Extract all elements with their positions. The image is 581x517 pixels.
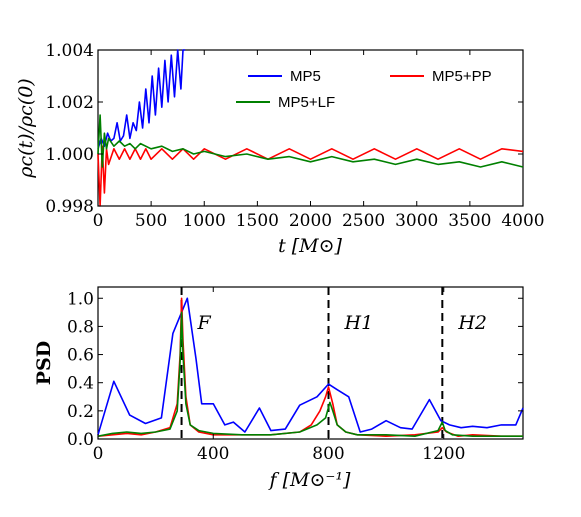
top-series-mp5-pp: [97, 145, 524, 207]
top-x-tick-label: 1500: [236, 211, 279, 231]
bottom-y-tick-label: 0.6: [67, 346, 94, 366]
top-y-axis-label: ρc(t)/ρc(0): [15, 78, 37, 178]
bottom-y-axis-label: PSD: [33, 341, 55, 386]
top-y-tick-label: 0.998: [45, 197, 94, 217]
bottom-series-mp5-lf: [97, 311, 523, 437]
bottom-x-tick-label: 1200: [422, 444, 465, 464]
legend-label-mp5-pp: MP5+PP: [432, 68, 492, 85]
legend-label-mp5-lf: MP5+LF: [278, 94, 335, 111]
top-y-tick-label: 1.004: [45, 41, 94, 61]
top-panel: 0 500 1000 1500 2000 2500 3000 3500 4000 0.998 1.…: [15, 41, 545, 257]
top-y-tick-label: 1.002: [45, 93, 94, 113]
bottom-series-mp5-pp: [97, 297, 523, 437]
top-y-ticks: 0.998 1.000 1.002 1.004: [45, 41, 523, 217]
bottom-y-tick-label: 0.2: [67, 402, 94, 422]
bottom-y-ticks: 0.0 0.2 0.4 0.6 0.8 1.0: [67, 289, 523, 450]
bottom-y-tick-label: 1.0: [67, 289, 94, 309]
vline-label-f: F: [197, 312, 212, 334]
bottom-x-ticks: 0 400 800 1200: [93, 287, 465, 464]
top-x-tick-label: 3000: [395, 211, 438, 231]
top-x-tick-label: 4000: [501, 211, 544, 231]
bottom-panel: F H1 H2 0 400 800 1200 0.0 0.2 0.4 0.6 0.8 1.0 f […: [33, 286, 524, 491]
vline-label-h1: H1: [344, 312, 374, 334]
bottom-series-group: [97, 297, 524, 437]
top-x-ticks: 0 500 1000 1500 2000 2500 3000 3500 4000: [93, 50, 545, 231]
bottom-x-tick-label: 0: [93, 444, 104, 464]
top-x-tick-label: 1000: [183, 211, 226, 231]
top-x-tick-label: 2500: [342, 211, 385, 231]
top-x-tick-label: 3500: [448, 211, 491, 231]
bottom-y-tick-label: 0.8: [67, 317, 94, 337]
top-x-tick-label: 2000: [289, 211, 332, 231]
bottom-x-tick-label: 400: [197, 444, 229, 464]
top-series-group: [97, 49, 524, 207]
top-x-tick-label: 0: [93, 211, 104, 231]
legend-label-mp5: MP5: [290, 68, 321, 85]
bottom-y-tick-label: 0.0: [67, 430, 94, 450]
top-x-tick-label: 500: [135, 211, 167, 231]
vline-label-h2: H2: [457, 312, 487, 334]
top-y-tick-label: 1.000: [45, 145, 94, 165]
bottom-x-tick-label: 800: [312, 444, 344, 464]
legend: MP5 MP5+PP MP5+LF: [236, 68, 492, 111]
top-x-axis-label: t [M⊙]: [278, 235, 342, 257]
bottom-vertical-lines: F H1 H2: [180, 287, 487, 439]
top-series-mp5-lf: [97, 114, 524, 168]
bottom-y-tick-label: 0.4: [67, 374, 94, 394]
bottom-x-axis-label: f [M⊙⁻¹]: [268, 469, 352, 491]
bottom-plot-frame: [97, 286, 524, 440]
top-series-mp5: [97, 49, 186, 150]
bottom-series-mp5: [97, 297, 524, 436]
